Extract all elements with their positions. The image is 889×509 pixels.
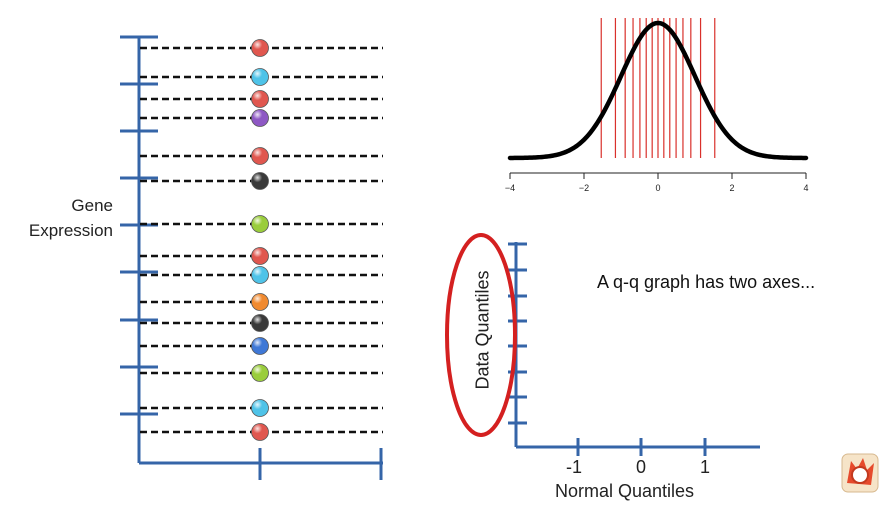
- data-point-highlight: [251, 90, 269, 108]
- gene-expression-panel: [120, 35, 383, 480]
- data-point-highlight: [251, 172, 269, 190]
- curve-x-tick-label: 2: [729, 183, 734, 193]
- data-point-highlight: [251, 337, 269, 355]
- curve-x-tick-label: 4: [803, 183, 808, 193]
- qq-x-tick-label: -1: [566, 457, 583, 477]
- gene-expression-label: Gene Expression: [0, 193, 113, 243]
- curve-x-tick-label: −2: [579, 183, 589, 193]
- data-point-highlight: [251, 314, 269, 332]
- data-point-highlight: [251, 399, 269, 417]
- data-point-highlight: [251, 39, 269, 57]
- data-point-highlight: [251, 147, 269, 165]
- data-point-highlight: [251, 109, 269, 127]
- data-quantiles-label: Data Quantiles: [472, 270, 493, 390]
- curve-x-tick-label: −4: [505, 183, 515, 193]
- curve-x-tick-label: 0: [655, 183, 660, 193]
- slide-caption: A q-q graph has two axes...: [597, 272, 816, 292]
- statquest-logo-icon: [841, 453, 879, 493]
- data-point-highlight: [251, 215, 269, 233]
- data-point-highlight: [251, 266, 269, 284]
- data-point-highlight: [251, 364, 269, 382]
- gene-expression-label-line2: Expression: [28, 221, 113, 240]
- qq-x-tick-label: 0: [636, 457, 647, 477]
- normal-quantiles-label: Normal Quantiles: [555, 481, 695, 501]
- data-point-highlight: [251, 247, 269, 265]
- normal-curve: [507, 20, 809, 161]
- qq-axes: [445, 233, 760, 456]
- normal-distribution-plot: −4 −2 0 2 4: [505, 18, 809, 193]
- data-point-highlight: [251, 293, 269, 311]
- data-point-highlight: [251, 68, 269, 86]
- qq-x-tick-label: 1: [700, 457, 711, 477]
- highlight-ellipse: [445, 233, 517, 437]
- data-point-highlight: [251, 423, 269, 441]
- gene-expression-label-line1: Gene: [71, 196, 113, 215]
